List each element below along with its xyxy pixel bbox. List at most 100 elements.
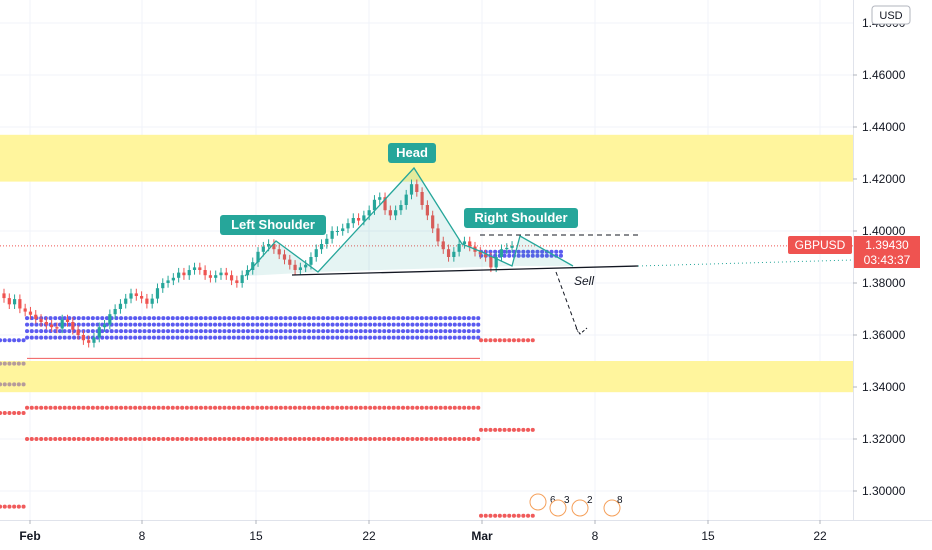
candle bbox=[367, 210, 371, 216]
svg-text:Right Shoulder: Right Shoulder bbox=[474, 210, 567, 225]
candle bbox=[108, 314, 112, 325]
candle bbox=[282, 254, 287, 260]
candle bbox=[457, 244, 461, 252]
candle bbox=[102, 324, 107, 328]
candle bbox=[420, 192, 424, 205]
candle bbox=[150, 298, 154, 304]
economic-events[interactable]: 6 3 2 8 bbox=[529, 493, 623, 517]
candle bbox=[330, 231, 334, 239]
currency-badge[interactable]: USD bbox=[871, 5, 911, 25]
candle bbox=[468, 241, 472, 247]
candle bbox=[18, 299, 22, 309]
time-tick-label: 15 bbox=[701, 529, 715, 543]
candle bbox=[489, 257, 493, 268]
candle bbox=[462, 241, 467, 244]
candle bbox=[431, 215, 435, 229]
candle bbox=[484, 254, 488, 257]
candle bbox=[505, 247, 509, 250]
event-count: 2 bbox=[587, 495, 593, 506]
event-count: 6 bbox=[550, 495, 556, 506]
event-count: 8 bbox=[617, 495, 623, 506]
candle bbox=[28, 311, 33, 315]
candle bbox=[261, 246, 265, 252]
price-axis[interactable]: 1.46000 1.44000 1.42000 1.40000 1.38000 1.360… bbox=[853, 16, 906, 498]
candle bbox=[293, 264, 297, 270]
candle bbox=[452, 251, 456, 257]
candle bbox=[277, 249, 281, 255]
candle bbox=[208, 275, 212, 278]
candle bbox=[39, 318, 43, 322]
left-shoulder-label: Left Shoulder bbox=[220, 215, 326, 235]
candle bbox=[171, 277, 175, 281]
candle bbox=[2, 293, 6, 299]
time-tick-label: Feb bbox=[19, 529, 40, 543]
support-resistance-zone bbox=[0, 361, 853, 393]
candle bbox=[494, 257, 498, 268]
price-tick-label: 1.32000 bbox=[862, 432, 906, 446]
arrow-head-icon bbox=[575, 327, 588, 335]
sell-label: Sell bbox=[574, 274, 594, 288]
candle bbox=[44, 322, 48, 325]
candle bbox=[478, 251, 482, 255]
candle bbox=[378, 197, 382, 200]
head-shoulders-outline bbox=[244, 166, 574, 277]
event-flag-icon[interactable] bbox=[571, 499, 589, 517]
candle bbox=[388, 210, 392, 216]
candle bbox=[251, 262, 255, 270]
candle bbox=[288, 259, 292, 265]
event-flag-icon[interactable] bbox=[529, 493, 547, 511]
candle bbox=[113, 309, 117, 315]
candle bbox=[309, 257, 313, 265]
candle bbox=[510, 245, 514, 248]
candle bbox=[499, 249, 504, 257]
candle bbox=[92, 337, 96, 343]
candle bbox=[240, 275, 244, 283]
candle bbox=[76, 329, 80, 335]
candle bbox=[235, 280, 239, 283]
time-tick-label: 22 bbox=[813, 529, 827, 543]
candle bbox=[81, 335, 85, 341]
event-count: 3 bbox=[564, 495, 570, 506]
event-flag-icon[interactable] bbox=[549, 499, 567, 517]
event-flag-icon[interactable] bbox=[603, 499, 621, 517]
candle bbox=[7, 298, 11, 305]
candle bbox=[394, 210, 398, 216]
candle bbox=[192, 267, 197, 270]
candle bbox=[34, 314, 38, 319]
time-axis[interactable]: Feb 8 15 22 Mar 8 15 22 bbox=[19, 520, 827, 543]
zone-layer bbox=[0, 0, 853, 520]
levels-layer bbox=[0, 245, 853, 518]
candle bbox=[272, 244, 276, 250]
price-tick-label: 1.34000 bbox=[862, 380, 906, 394]
pattern-layer bbox=[244, 166, 854, 335]
candle bbox=[118, 303, 123, 309]
candle bbox=[182, 272, 186, 276]
candle bbox=[304, 264, 308, 268]
candle bbox=[404, 194, 408, 205]
symbol-badge: GBPUSD bbox=[788, 236, 852, 254]
candle bbox=[341, 228, 345, 231]
price-tick-label: 1.30000 bbox=[862, 484, 906, 498]
time-tick-label: 8 bbox=[139, 529, 146, 543]
last-price: 1.39430 bbox=[865, 238, 909, 252]
candle bbox=[267, 244, 271, 247]
candle bbox=[356, 218, 361, 221]
price-tick-label: 1.40000 bbox=[862, 224, 906, 238]
candle bbox=[319, 244, 324, 250]
candle bbox=[134, 293, 138, 296]
symbol-label: GBPUSD bbox=[795, 238, 846, 252]
candle bbox=[129, 293, 133, 299]
svg-text:Head: Head bbox=[396, 145, 428, 160]
price-tick-label: 1.38000 bbox=[862, 276, 906, 290]
time-tick-label: 15 bbox=[249, 529, 263, 543]
candle bbox=[224, 272, 228, 276]
price-tick-label: 1.42000 bbox=[862, 172, 906, 186]
head-label: Head bbox=[388, 143, 436, 163]
neckline-extension bbox=[637, 259, 854, 267]
candle bbox=[362, 215, 366, 221]
time-tick-label: 22 bbox=[362, 529, 376, 543]
candle bbox=[335, 231, 340, 232]
candle bbox=[187, 270, 191, 276]
candle bbox=[161, 283, 165, 289]
